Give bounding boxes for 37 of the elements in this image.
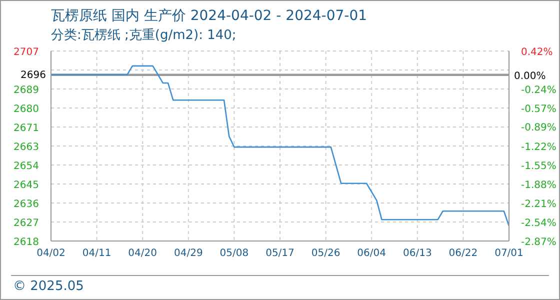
x-tick-label: 04/29 [174,248,203,260]
x-tick-label: 04/11 [82,248,112,260]
x-tick-label: 04/02 [36,248,66,260]
y-tick-label: 2680 [14,104,39,115]
y-tick-label: 2689 [14,85,39,96]
y2-tick-label: -2.21% [521,199,556,210]
y-tick-label: 2618 [14,237,39,248]
y-tick-label: 2627 [14,218,39,229]
y2-tick-label: -0.24% [521,85,556,96]
y2-tick-label: -1.55% [521,161,556,172]
x-tick-label: 05/08 [220,248,249,260]
y2-tick-label: -0.89% [521,122,556,134]
y2-tick-label: -0.57% [521,104,556,115]
y2-tick-label: -2.54% [521,218,556,229]
y2-tick-label: -1.22% [521,142,556,153]
y-tick-label: 2663 [14,142,39,153]
text: © 2025.05 [13,279,84,294]
y-tick-label: 2654 [14,161,39,172]
chart-title: 瓦楞原纸 国内 生产价 2024-04-02 - 2024-07-01 [51,7,368,25]
y2-tick-label: 0.42% [521,47,553,58]
y2-tick-label: -2.87% [521,237,556,248]
y-tick-label: 2636 [14,199,39,210]
y-tick-label: 2707 [14,47,39,58]
y-tick-label: 2645 [14,180,39,191]
x-tick-label: 06/22 [448,248,478,260]
ref-line-label: 2696 [20,70,46,82]
x-tick-label: 05/26 [311,248,340,260]
x-tick-label: 07/01 [494,248,524,260]
x-tick-label: 06/04 [357,248,386,260]
ref-line-label: 0.00% [514,70,546,82]
y-tick-label: 2671 [14,123,39,134]
x-tick-label: 06/13 [402,248,432,260]
chart-subtitle: 分类:瓦楞纸 ;克重(g/m2): 140; [51,27,236,44]
x-tick-label: 04/20 [128,248,158,260]
y2-tick-label: -1.88% [521,180,556,191]
x-tick-label: 05/17 [266,248,294,260]
line-series [51,65,509,227]
